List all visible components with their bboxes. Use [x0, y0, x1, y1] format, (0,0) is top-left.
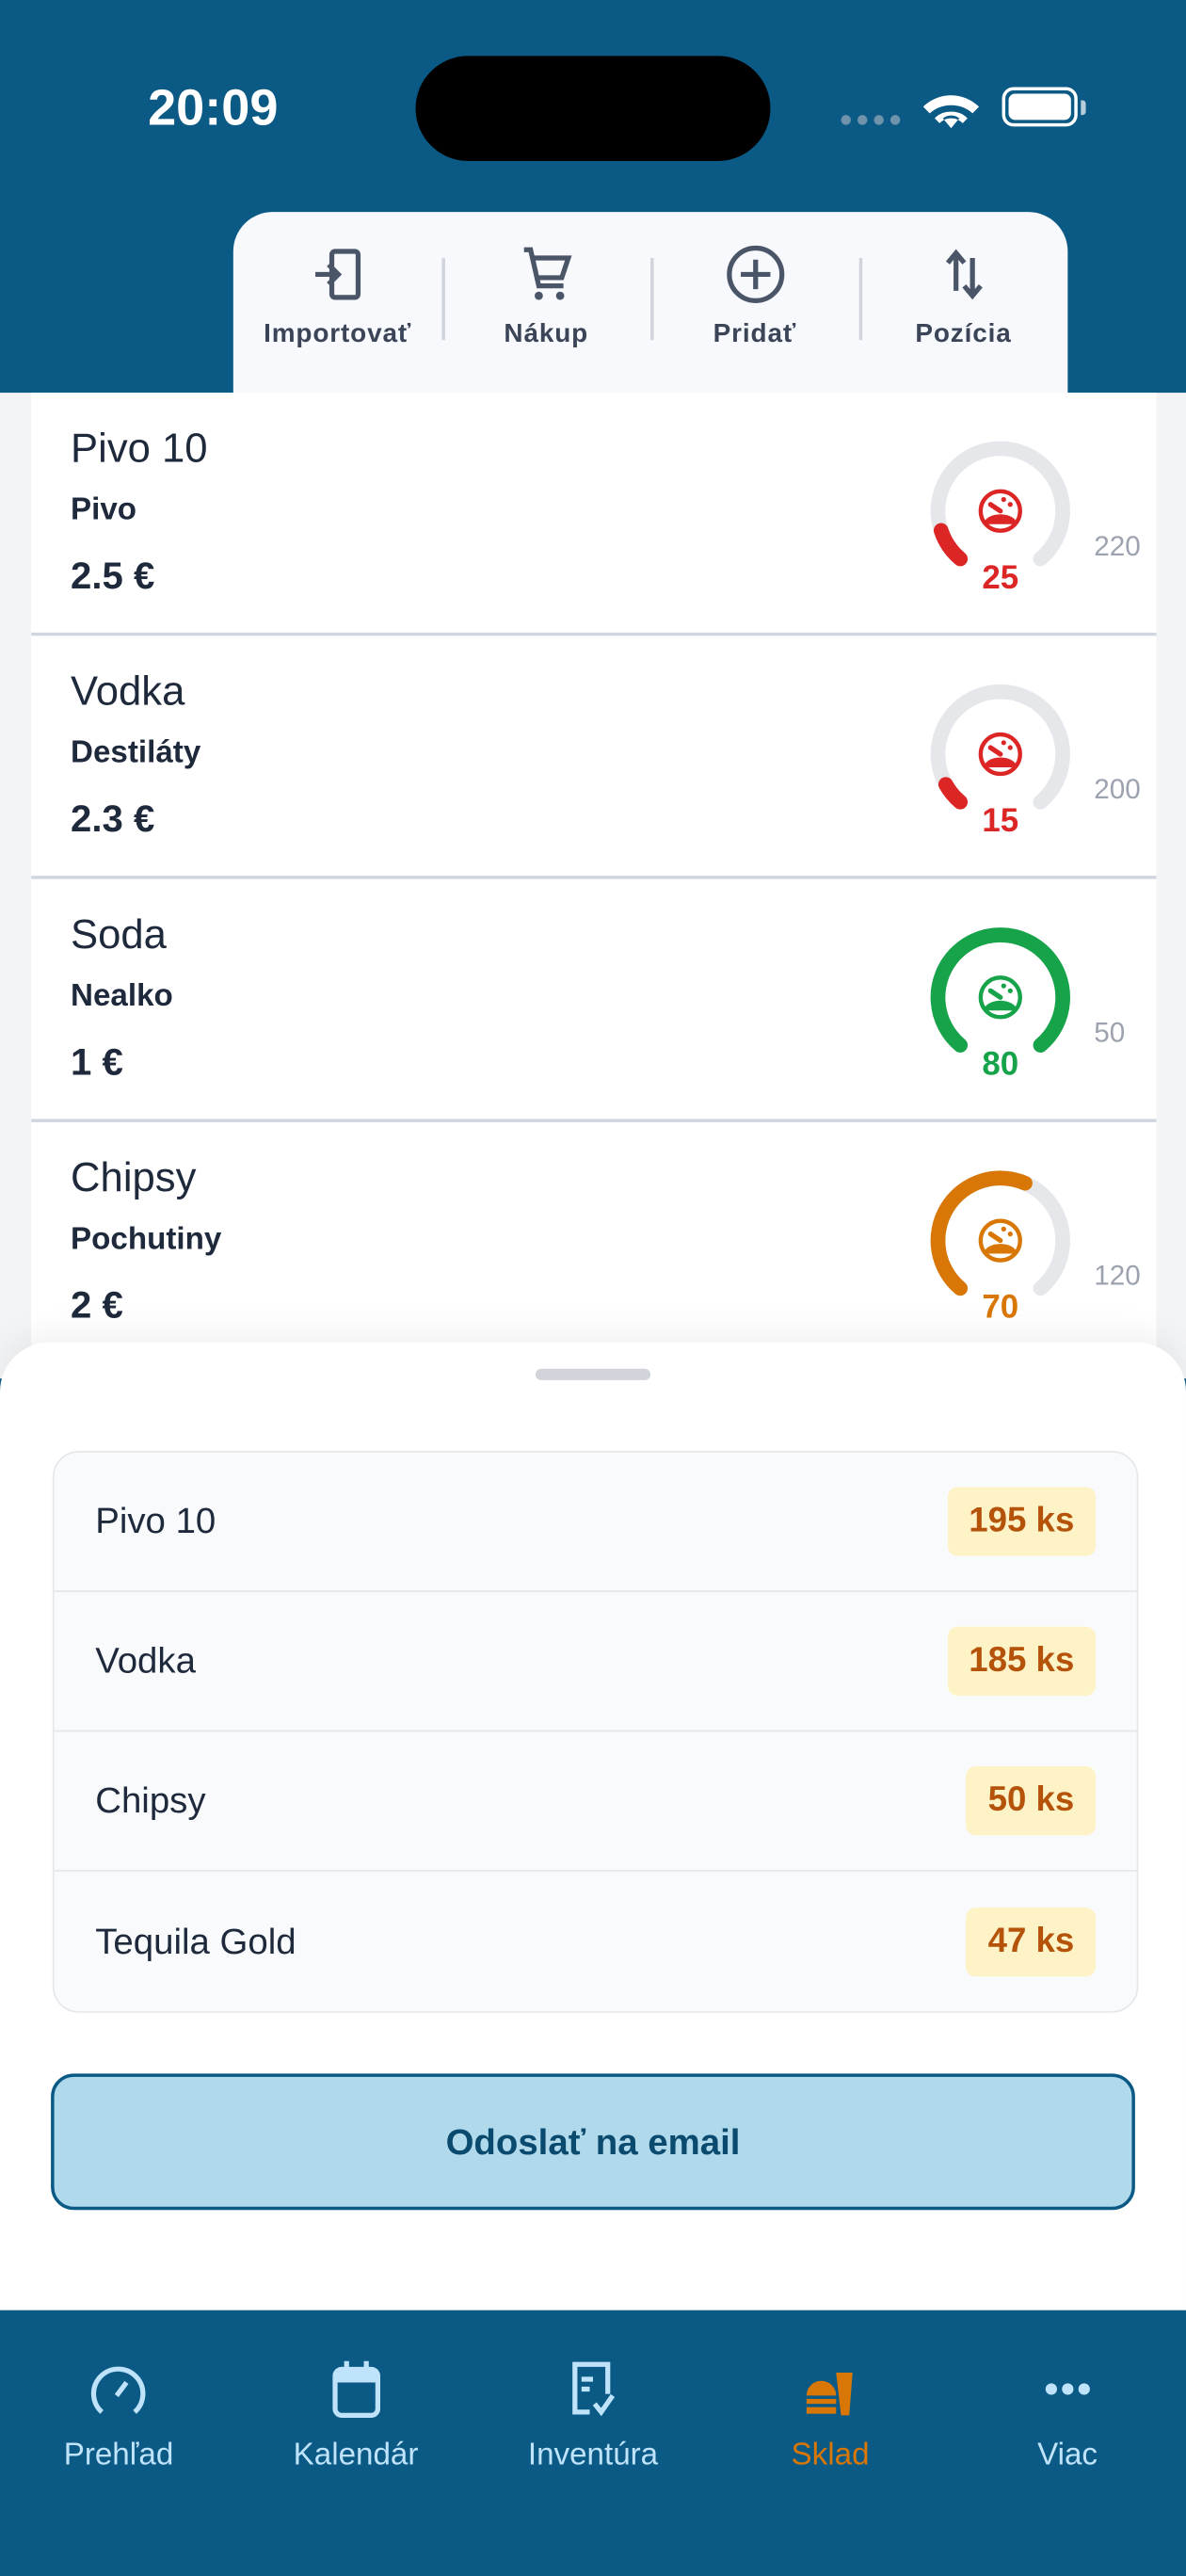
- gauge-icon: [978, 732, 1022, 777]
- list-item[interactable]: Tequila Gold 47 ks: [55, 1872, 1137, 2011]
- gauge-icon: [978, 1218, 1022, 1263]
- stock-value: 80: [982, 1046, 1019, 1084]
- stock-list-area: Pivo 10 Pivo 2.5 € 25 220 Vodka Destilát…: [0, 393, 1186, 1379]
- speedometer-icon: [91, 2366, 146, 2414]
- dynamic-island: [415, 56, 771, 162]
- low-stock-card: Pivo 10 195 ks Vodka 185 ks Chipsy 50 ks Te…: [52, 1450, 1139, 2013]
- stock-gauge: 25 220: [912, 428, 1142, 609]
- bottom-nav: Prehľad Kalendár Inventúra Sklad Viac: [0, 2310, 1186, 2576]
- signal-icon: [841, 115, 901, 125]
- product-row[interactable]: Vodka Destiláty 2.3 € 15 200: [31, 636, 1157, 879]
- status-bar: 20:09: [0, 0, 1186, 214]
- stock-list: Pivo 10 Pivo 2.5 € 25 220 Vodka Destilát…: [31, 393, 1157, 1366]
- battery-icon: [1002, 87, 1078, 127]
- sheet-drag-handle[interactable]: [535, 1368, 651, 1380]
- stock-max: 120: [1094, 1260, 1141, 1292]
- cart-icon: [522, 247, 571, 300]
- position-label: Pozícia: [915, 320, 1012, 348]
- stock-max: 50: [1094, 1017, 1126, 1049]
- nav-calendar[interactable]: Kalendár: [237, 2310, 474, 2576]
- list-item[interactable]: Chipsy 50 ks: [54, 1731, 1137, 1872]
- stock-gauge: 80 50: [912, 915, 1142, 1096]
- gauge-fill: [930, 927, 1070, 1053]
- item-name: Vodka: [95, 1639, 196, 1682]
- import-button[interactable]: Importovať: [233, 242, 442, 350]
- food-icon: [807, 2359, 854, 2416]
- quantity-badge: 185 ks: [947, 1626, 1097, 1696]
- add-label: Pridať: [713, 320, 797, 348]
- more-icon: [1045, 2383, 1090, 2395]
- import-label: Importovať: [264, 320, 412, 348]
- product-category: Nealko: [71, 979, 173, 1014]
- gauge-track: [930, 441, 1070, 567]
- quantity-badge: 47 ks: [966, 1907, 1097, 1976]
- nav-label: Prehľad: [63, 2438, 174, 2473]
- send-email-button[interactable]: Odoslať na email: [51, 2073, 1135, 2211]
- product-name: Pivo 10: [71, 425, 208, 472]
- nav-label: Inventúra: [527, 2438, 659, 2473]
- list-item[interactable]: Pivo 10 195 ks: [54, 1453, 1137, 1593]
- item-name: Pivo 10: [95, 1500, 216, 1541]
- product-category: Pivo: [71, 492, 137, 528]
- stock-value: 70: [982, 1289, 1019, 1327]
- stock-max: 220: [1094, 530, 1141, 562]
- nav-stock[interactable]: Sklad: [712, 2310, 949, 2576]
- quantity-badge: 195 ks: [947, 1487, 1097, 1556]
- checklist-icon: [572, 2361, 616, 2417]
- position-button[interactable]: Pozícia: [858, 242, 1068, 350]
- stock-gauge: 15 200: [912, 672, 1142, 853]
- gauge-fill: [933, 523, 969, 567]
- sort-icon: [945, 249, 982, 300]
- battery-tip: [1081, 100, 1086, 116]
- nav-inventory[interactable]: Inventúra: [474, 2310, 712, 2576]
- product-row[interactable]: Pivo 10 Pivo 2.5 € 25 220: [31, 393, 1157, 636]
- gauge-fill: [930, 1170, 1033, 1296]
- product-price: 2.3 €: [71, 797, 155, 840]
- product-row[interactable]: Chipsy Pochutiny 2 € 70 120: [31, 1121, 1157, 1366]
- nav-label: Viac: [1037, 2438, 1098, 2473]
- product-price: 1 €: [71, 1039, 123, 1084]
- stock-gauge: 70 120: [912, 1158, 1142, 1339]
- stock-value: 25: [982, 560, 1019, 597]
- action-toolbar: Importovať Nákup Pridať Pozícia: [232, 212, 1068, 394]
- gauge-fill: [938, 777, 969, 810]
- calendar-icon: [331, 2360, 380, 2418]
- product-name: Vodka: [71, 668, 185, 716]
- import-icon: [314, 249, 361, 300]
- product-category: Destiláty: [71, 735, 201, 771]
- purchase-label: Nákup: [504, 320, 589, 348]
- nav-more[interactable]: Viac: [949, 2310, 1186, 2576]
- nav-label: Sklad: [791, 2438, 870, 2473]
- product-price: 2.5 €: [71, 554, 155, 597]
- list-item[interactable]: Vodka 185 ks: [54, 1592, 1137, 1732]
- status-time: 20:09: [148, 78, 279, 137]
- product-row[interactable]: Soda Nealko 1 € 80 50: [31, 878, 1157, 1122]
- product-price: 2 €: [71, 1282, 123, 1327]
- nav-label: Kalendár: [293, 2438, 419, 2473]
- nav-overview[interactable]: Prehľad: [0, 2310, 237, 2576]
- stock-max: 200: [1094, 773, 1141, 806]
- wifi-icon: [922, 95, 980, 129]
- product-name: Soda: [71, 911, 167, 958]
- bottom-sheet: Pivo 10 195 ks Vodka 185 ks Chipsy 50 ks Te…: [0, 1342, 1186, 2321]
- gauge-track: [930, 684, 1070, 810]
- quantity-badge: 50 ks: [966, 1766, 1097, 1836]
- gauge-icon: [978, 975, 1022, 1020]
- product-name: Chipsy: [71, 1154, 197, 1201]
- item-name: Tequila Gold: [95, 1920, 296, 1961]
- gauge-icon: [978, 489, 1022, 533]
- stock-value: 15: [982, 803, 1019, 840]
- product-category: Pochutiny: [71, 1222, 222, 1258]
- add-button[interactable]: Pridať: [650, 242, 859, 350]
- add-circle-icon: [726, 245, 784, 303]
- item-name: Chipsy: [95, 1779, 206, 1821]
- purchase-button[interactable]: Nákup: [441, 242, 650, 350]
